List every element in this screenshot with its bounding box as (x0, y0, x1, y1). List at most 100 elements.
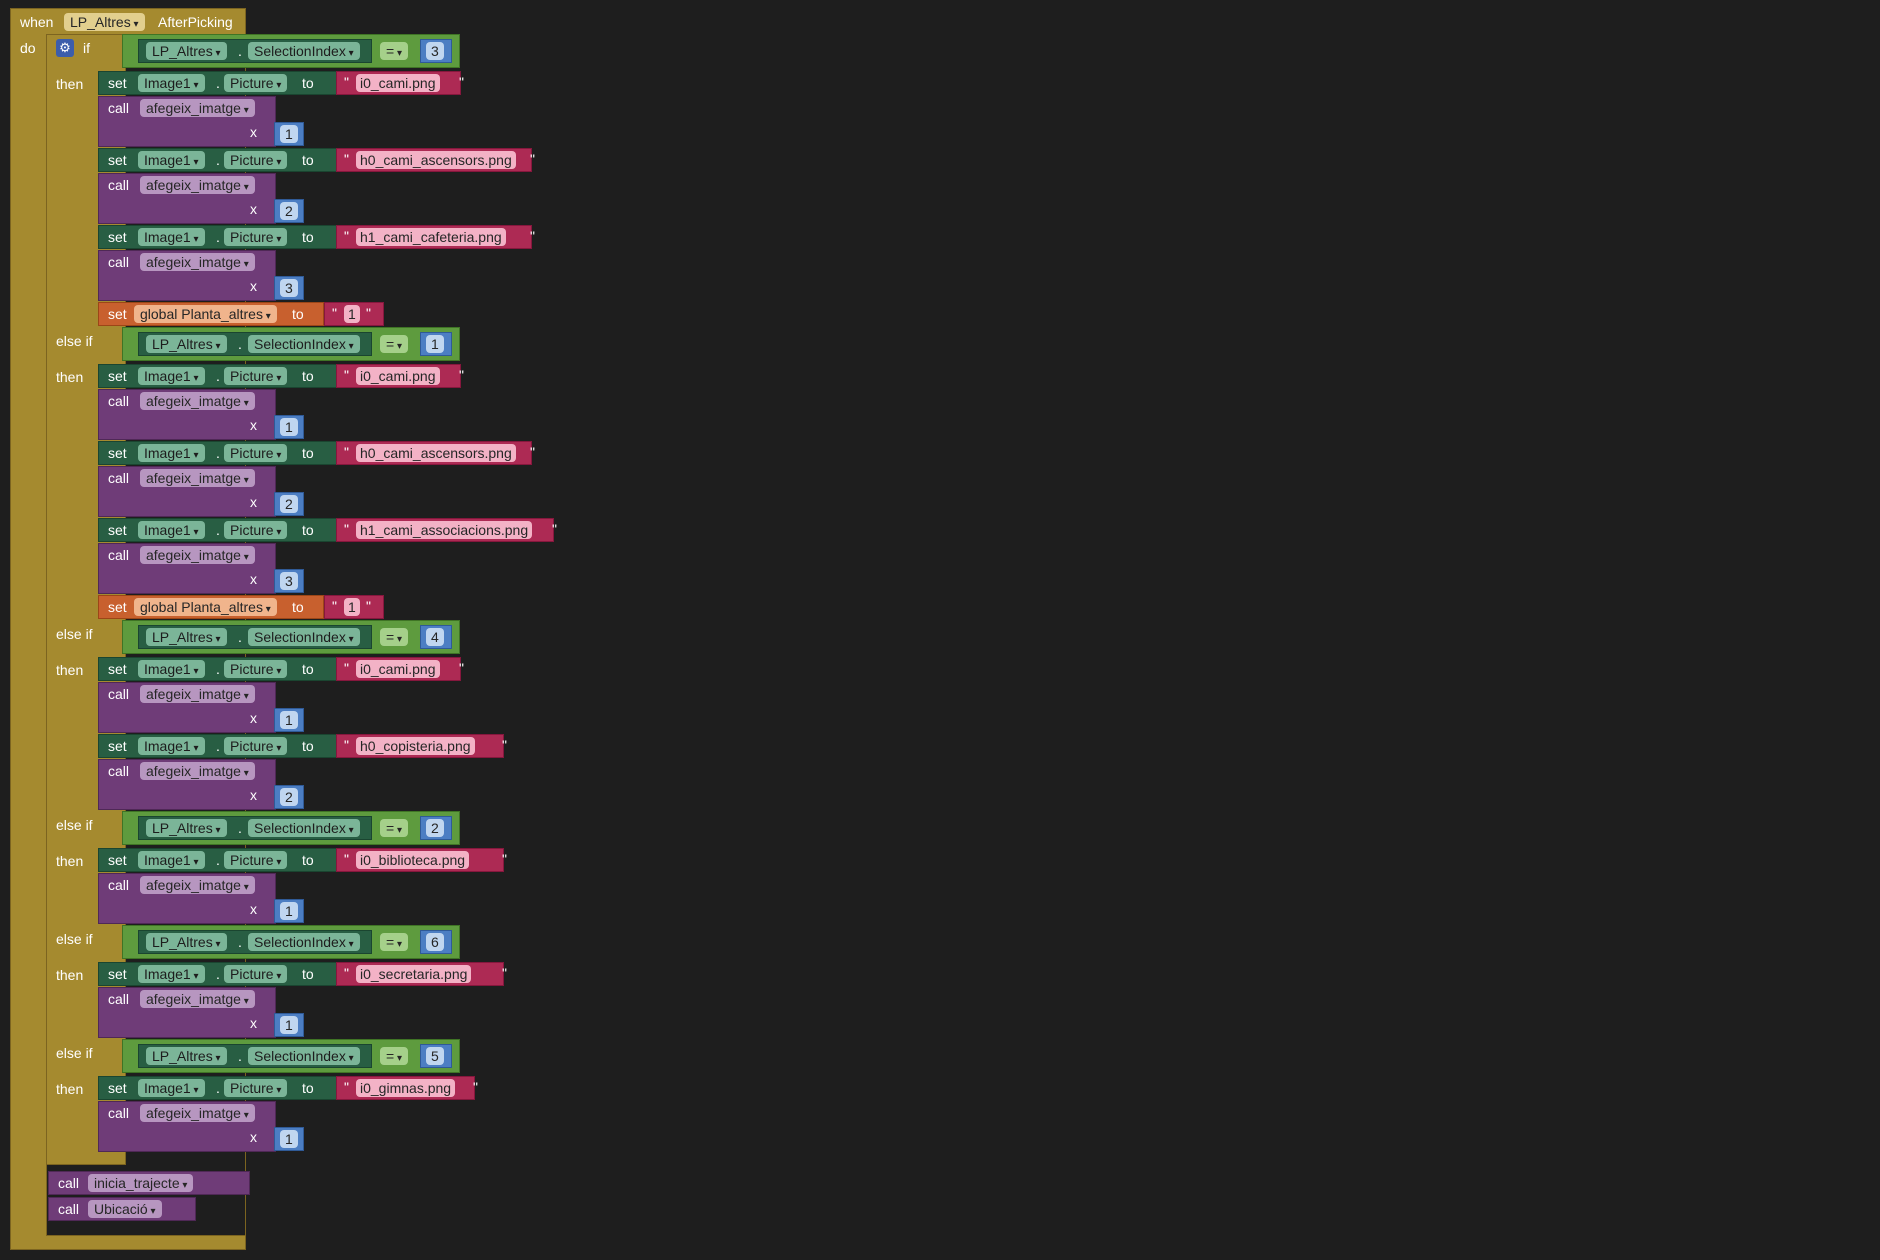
set-property-dropdown[interactable]: Picture (224, 151, 288, 169)
compare-operator-dropdown[interactable]: = (380, 42, 408, 60)
getter-property-dropdown[interactable]: SelectionIndex (248, 628, 360, 646)
getter-property-dropdown[interactable]: SelectionIndex (248, 42, 360, 60)
set-component-dropdown[interactable]: Image1 (138, 851, 205, 869)
number-value[interactable]: 1 (280, 711, 298, 729)
procedure-dropdown[interactable]: afegeix_imatge (140, 546, 255, 564)
procedure-dropdown[interactable]: afegeix_imatge (140, 253, 255, 271)
number-value[interactable]: 2 (280, 202, 298, 220)
number-value[interactable]: 1 (280, 1016, 298, 1034)
number-value[interactable]: 1 (280, 1130, 298, 1148)
set-property-dropdown[interactable]: Picture (224, 965, 288, 983)
procedure-dropdown[interactable]: Ubicació (88, 1200, 162, 1218)
number-value[interactable]: 1 (280, 902, 298, 920)
number-value[interactable]: 3 (426, 42, 444, 60)
text-value[interactable]: h0_cami_ascensors.png (356, 444, 516, 462)
call-keyword: call (108, 254, 130, 270)
set-keyword: set (108, 152, 127, 168)
to-keyword: to (302, 368, 314, 384)
procedure-dropdown[interactable]: afegeix_imatge (140, 176, 255, 194)
text-value[interactable]: h1_cami_associacions.png (356, 521, 533, 539)
getter-component-dropdown[interactable]: LP_Altres (146, 933, 227, 951)
text-value[interactable]: h0_cami_ascensors.png (356, 151, 516, 169)
set-component-dropdown[interactable]: Image1 (138, 965, 205, 983)
call-keyword: call (108, 686, 130, 702)
then-keyword: then (56, 967, 84, 983)
compare-operator-dropdown[interactable]: = (380, 933, 408, 951)
set-property-dropdown[interactable]: Picture (224, 228, 288, 246)
procedure-dropdown[interactable]: afegeix_imatge (140, 469, 255, 487)
getter-property-dropdown[interactable]: SelectionIndex (248, 819, 360, 837)
dot-separator: . (216, 445, 220, 461)
getter-component-dropdown[interactable]: LP_Altres (146, 1047, 227, 1065)
number-value[interactable]: 3 (280, 279, 298, 297)
set-property-dropdown[interactable]: Picture (224, 444, 288, 462)
number-value[interactable]: 1 (280, 418, 298, 436)
text-value[interactable]: i0_cami.png (356, 74, 440, 92)
number-value[interactable]: 3 (280, 572, 298, 590)
close-quote: " (502, 965, 507, 981)
set-component-dropdown[interactable]: Image1 (138, 737, 205, 755)
compare-operator-dropdown[interactable]: = (380, 819, 408, 837)
getter-component-dropdown[interactable]: LP_Altres (146, 42, 227, 60)
open-quote: " (344, 444, 349, 460)
set-property-dropdown[interactable]: Picture (224, 521, 288, 539)
open-quote: " (344, 660, 349, 676)
number-value[interactable]: 2 (426, 819, 444, 837)
procedure-dropdown[interactable]: afegeix_imatge (140, 685, 255, 703)
number-value[interactable]: 1 (280, 125, 298, 143)
text-value[interactable]: h0_copisteria.png (356, 737, 475, 755)
text-value[interactable]: h1_cami_cafeteria.png (356, 228, 506, 246)
variable-dropdown[interactable]: global Planta_altres (134, 305, 277, 323)
procedure-dropdown[interactable]: afegeix_imatge (140, 762, 255, 780)
number-value[interactable]: 6 (426, 933, 444, 951)
mutator-gear-icon[interactable]: ⚙ (56, 39, 74, 57)
event-component-dropdown[interactable]: LP_Altres (64, 13, 145, 31)
number-value[interactable]: 5 (426, 1047, 444, 1065)
set-component-dropdown[interactable]: Image1 (138, 74, 205, 92)
procedure-dropdown[interactable]: afegeix_imatge (140, 392, 255, 410)
text-value[interactable]: i0_cami.png (356, 660, 440, 678)
getter-property-dropdown[interactable]: SelectionIndex (248, 335, 360, 353)
set-component-dropdown[interactable]: Image1 (138, 444, 205, 462)
number-value[interactable]: 2 (280, 788, 298, 806)
compare-operator-dropdown[interactable]: = (380, 628, 408, 646)
text-value[interactable]: i0_secretaria.png (356, 965, 472, 983)
procedure-dropdown[interactable]: afegeix_imatge (140, 1104, 255, 1122)
set-property-dropdown[interactable]: Picture (224, 1079, 288, 1097)
text-value[interactable]: i0_biblioteca.png (356, 851, 470, 869)
set-property-dropdown[interactable]: Picture (224, 660, 288, 678)
getter-property-dropdown[interactable]: SelectionIndex (248, 1047, 360, 1065)
procedure-dropdown[interactable]: afegeix_imatge (140, 99, 255, 117)
compare-operator-dropdown[interactable]: = (380, 1047, 408, 1065)
else-if-keyword: else if (56, 333, 93, 349)
set-property-dropdown[interactable]: Picture (224, 737, 288, 755)
procedure-dropdown[interactable]: afegeix_imatge (140, 876, 255, 894)
set-component-dropdown[interactable]: Image1 (138, 367, 205, 385)
getter-property-dropdown[interactable]: SelectionIndex (248, 933, 360, 951)
procedure-dropdown[interactable]: afegeix_imatge (140, 990, 255, 1008)
set-component-dropdown[interactable]: Image1 (138, 660, 205, 678)
getter-component-dropdown[interactable]: LP_Altres (146, 335, 227, 353)
set-component-dropdown[interactable]: Image1 (138, 1079, 205, 1097)
text-value[interactable]: i0_cami.png (356, 367, 440, 385)
text-value[interactable]: 1 (344, 305, 360, 323)
close-quote: " (502, 851, 507, 867)
set-component-dropdown[interactable]: Image1 (138, 151, 205, 169)
number-value[interactable]: 1 (426, 335, 444, 353)
variable-dropdown[interactable]: global Planta_altres (134, 598, 277, 616)
number-value[interactable]: 2 (280, 495, 298, 513)
set-property-dropdown[interactable]: Picture (224, 74, 288, 92)
then-keyword: then (56, 853, 84, 869)
compare-operator-dropdown[interactable]: = (380, 335, 408, 353)
set-property-dropdown[interactable]: Picture (224, 367, 288, 385)
number-value[interactable]: 4 (426, 628, 444, 646)
procedure-dropdown[interactable]: inicia_trajecte (88, 1174, 194, 1192)
set-component-dropdown[interactable]: Image1 (138, 521, 205, 539)
text-value[interactable]: i0_gimnas.png (356, 1079, 456, 1097)
set-property-dropdown[interactable]: Picture (224, 851, 288, 869)
set-component-dropdown[interactable]: Image1 (138, 228, 205, 246)
text-value[interactable]: 1 (344, 598, 360, 616)
getter-component-dropdown[interactable]: LP_Altres (146, 628, 227, 646)
getter-component-dropdown[interactable]: LP_Altres (146, 819, 227, 837)
